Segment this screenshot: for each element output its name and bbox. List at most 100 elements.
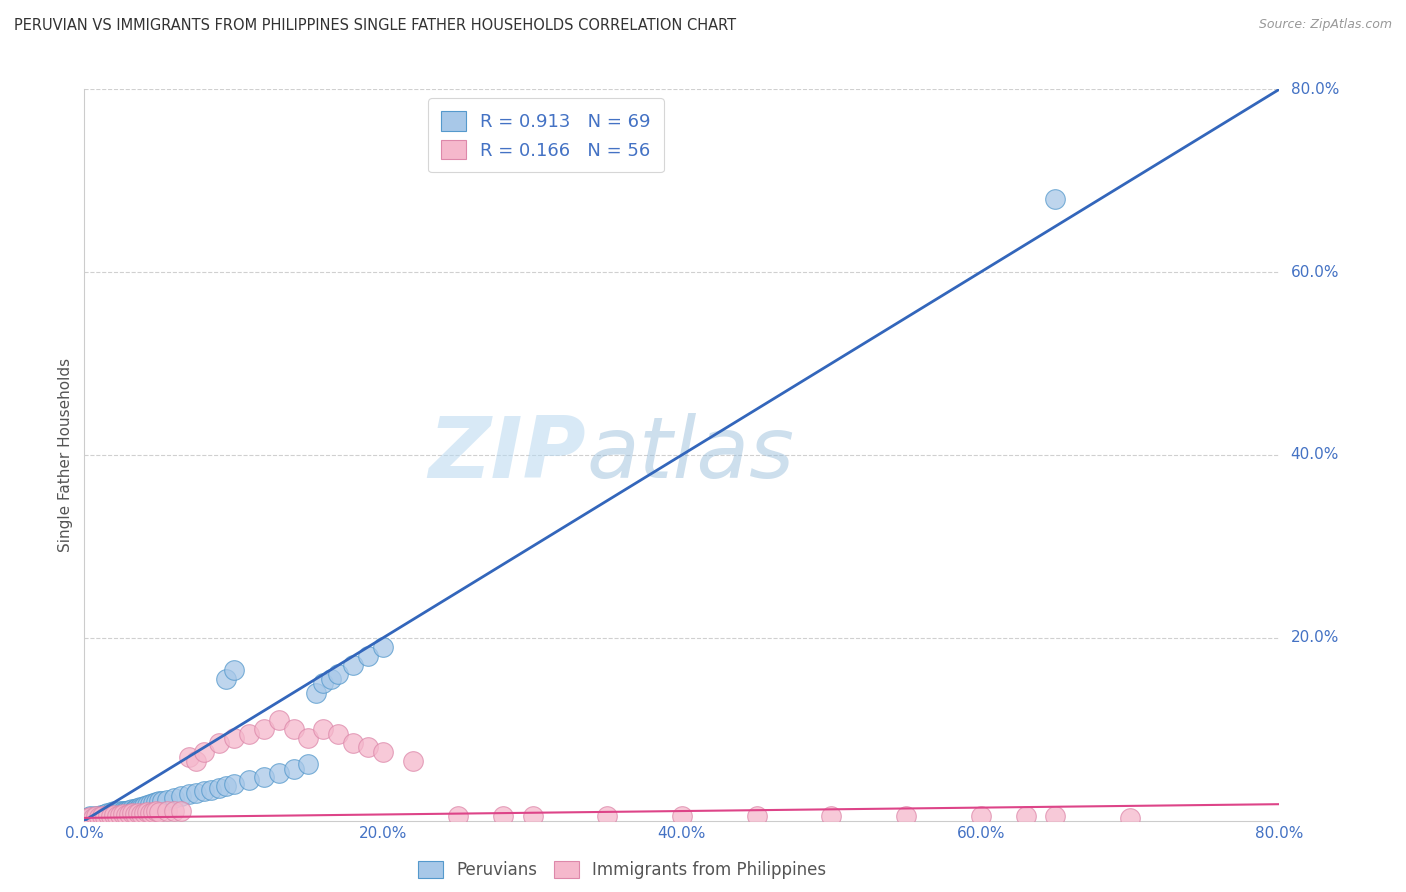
Point: [128, 800, 150, 814]
Point: [104, 805, 127, 820]
Point: [145, 796, 167, 810]
Point: [107, 805, 129, 820]
Point: [76, 811, 98, 825]
Point: [148, 805, 170, 820]
Point: [124, 802, 146, 816]
Point: [136, 798, 159, 813]
Point: [139, 797, 162, 812]
Point: [142, 797, 165, 811]
Point: [118, 803, 141, 817]
Point: [91, 809, 114, 823]
Point: [238, 773, 260, 788]
Point: [121, 806, 143, 821]
Point: [596, 809, 619, 823]
Point: [91, 809, 114, 823]
Point: [86, 809, 108, 823]
Point: [745, 809, 768, 823]
Point: [186, 754, 208, 768]
Point: [121, 802, 143, 816]
Point: [148, 794, 170, 808]
Point: [820, 809, 842, 823]
Point: [1045, 192, 1067, 206]
Y-axis label: Single Father Households: Single Father Households: [58, 358, 73, 552]
Point: [492, 809, 515, 823]
Point: [253, 723, 276, 737]
Point: [120, 804, 142, 818]
Point: [215, 672, 238, 686]
Text: atlas: atlas: [586, 413, 794, 497]
Text: 80.0%: 80.0%: [1291, 82, 1339, 96]
Point: [118, 807, 141, 822]
Point: [1119, 811, 1142, 825]
Point: [82, 810, 104, 824]
Point: [222, 663, 245, 677]
Point: [115, 808, 138, 822]
Point: [132, 806, 156, 821]
Point: [297, 756, 319, 771]
Point: [90, 808, 112, 822]
Point: [97, 808, 120, 822]
Point: [328, 667, 350, 681]
Point: [163, 790, 186, 805]
Point: [98, 807, 121, 822]
Point: [267, 713, 290, 727]
Point: [114, 804, 136, 818]
Point: [342, 658, 364, 673]
Point: [371, 640, 394, 654]
Point: [100, 805, 122, 820]
Point: [222, 777, 245, 791]
Point: [111, 805, 134, 820]
Point: [105, 806, 128, 821]
Point: [155, 792, 177, 806]
Point: [82, 811, 104, 825]
Point: [894, 809, 917, 823]
Point: [125, 801, 148, 815]
Point: [139, 806, 162, 821]
Point: [76, 811, 98, 825]
Point: [77, 810, 100, 824]
Point: [96, 806, 118, 821]
Point: [357, 740, 380, 755]
Point: [328, 727, 350, 741]
Point: [79, 810, 101, 824]
Point: [357, 649, 380, 664]
Point: [80, 811, 103, 825]
Point: [101, 806, 124, 821]
Point: [305, 685, 328, 699]
Point: [193, 784, 215, 798]
Point: [117, 804, 139, 818]
Point: [297, 731, 319, 746]
Point: [319, 672, 342, 686]
Text: 20.0%: 20.0%: [1291, 631, 1339, 645]
Point: [238, 727, 260, 741]
Point: [87, 809, 110, 823]
Point: [112, 807, 135, 822]
Point: [97, 808, 120, 822]
Point: [267, 766, 290, 780]
Point: [136, 805, 159, 820]
Point: [110, 808, 132, 822]
Point: [222, 731, 245, 746]
Point: [177, 749, 200, 764]
Point: [94, 810, 117, 824]
Point: [208, 780, 231, 795]
Point: [186, 786, 208, 800]
Point: [283, 723, 305, 737]
Point: [132, 799, 156, 814]
Point: [177, 787, 200, 801]
Text: 60.0%: 60.0%: [1291, 265, 1339, 279]
Point: [208, 736, 231, 750]
Point: [522, 809, 544, 823]
Point: [215, 779, 238, 793]
Point: [312, 676, 335, 690]
Point: [86, 810, 108, 824]
Point: [371, 745, 394, 759]
Point: [150, 793, 173, 807]
Point: [105, 809, 128, 823]
Point: [170, 804, 193, 818]
Point: [89, 810, 111, 824]
Point: [200, 782, 222, 797]
Text: 40.0%: 40.0%: [1291, 448, 1339, 462]
Point: [970, 809, 993, 823]
Point: [155, 805, 177, 819]
